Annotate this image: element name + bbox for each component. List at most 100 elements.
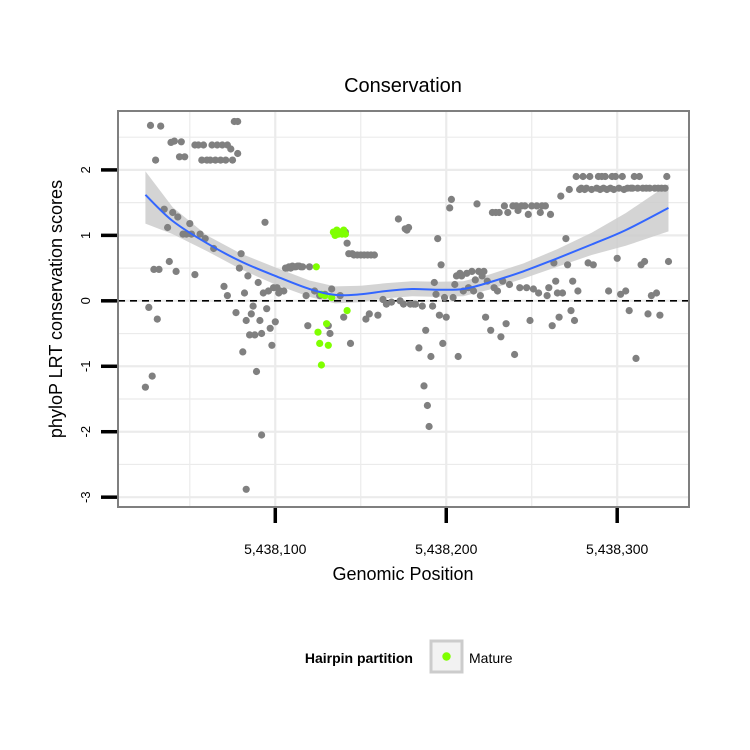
data-point — [630, 172, 638, 181]
data-point — [254, 278, 262, 287]
plot-panel — [117, 110, 690, 508]
data-point — [155, 265, 163, 273]
data-point — [435, 311, 443, 319]
data-point — [169, 208, 177, 217]
confidence-band — [145, 171, 669, 304]
data-point — [548, 322, 556, 330]
data-point — [439, 339, 447, 347]
data-point — [227, 145, 235, 153]
data-point — [237, 250, 245, 258]
data-point — [569, 277, 577, 285]
data-point — [516, 284, 524, 292]
data-point — [635, 172, 644, 181]
data-point — [423, 401, 431, 410]
mature-data-point — [314, 328, 322, 336]
data-point — [194, 141, 202, 149]
legend-entry-mature: Mature — [469, 650, 513, 666]
data-point — [152, 156, 160, 164]
data-point — [199, 141, 208, 149]
data-point — [427, 352, 435, 361]
panel-border — [117, 110, 690, 508]
mature-data-point — [323, 320, 331, 328]
data-point — [251, 331, 259, 339]
data-point — [468, 267, 476, 275]
data-point — [586, 172, 594, 181]
data-point — [493, 287, 502, 295]
data-point — [611, 172, 620, 181]
data-point — [302, 292, 310, 300]
data-point — [415, 344, 423, 352]
data-point — [546, 210, 555, 218]
data-point — [177, 138, 185, 146]
data-point — [646, 184, 654, 192]
data-point — [181, 153, 189, 161]
data-point — [218, 141, 226, 149]
data-point — [664, 257, 673, 266]
data-point — [235, 264, 243, 272]
data-point — [567, 307, 575, 315]
data-point — [157, 122, 165, 130]
y-tick-label: -3 — [78, 491, 93, 503]
y-tick-label: -2 — [78, 426, 93, 438]
data-point — [242, 485, 250, 493]
data-point — [641, 257, 649, 266]
x-tick-label: 5,438,200 — [415, 541, 477, 557]
data-point — [601, 172, 609, 181]
data-point — [244, 272, 252, 280]
panel-background — [118, 111, 689, 507]
data-point — [562, 235, 570, 243]
data-point — [440, 293, 449, 302]
data-point — [449, 293, 457, 302]
data-point — [146, 121, 155, 129]
data-point — [552, 277, 560, 285]
data-point — [526, 316, 534, 325]
y-tick-label: 0 — [78, 297, 93, 304]
data-point — [246, 331, 254, 339]
data-point — [261, 218, 269, 226]
data-point — [487, 326, 495, 334]
data-point — [175, 153, 184, 161]
data-point — [271, 318, 279, 326]
data-point — [502, 320, 510, 328]
data-point — [446, 204, 454, 212]
data-point — [411, 300, 420, 308]
data-point — [480, 267, 488, 275]
x-axis: 5,438,100 5,438,200 5,438,300 — [244, 508, 649, 557]
y-tick-label: 1 — [78, 232, 93, 239]
data-point — [505, 280, 514, 289]
data-point — [625, 307, 633, 315]
data-point — [217, 156, 225, 164]
data-point — [471, 276, 479, 284]
data-point — [524, 210, 532, 218]
chart-title: Conservation — [344, 75, 462, 97]
data-point — [579, 172, 587, 181]
data-point — [613, 254, 621, 262]
mature-data-point — [317, 361, 325, 369]
data-point — [473, 200, 481, 208]
data-point — [148, 372, 156, 380]
data-point — [340, 313, 348, 321]
data-point — [242, 316, 250, 325]
data-point — [470, 287, 478, 295]
data-point — [572, 172, 580, 181]
data-point — [186, 220, 194, 228]
smooth-curve — [144, 194, 669, 297]
data-point — [228, 156, 237, 164]
data-point — [605, 287, 613, 295]
data-point — [258, 329, 266, 338]
data-point — [432, 290, 440, 298]
y-tick-label: 2 — [78, 166, 93, 173]
data-point — [305, 263, 314, 271]
data-point — [234, 117, 242, 126]
data-point — [497, 333, 505, 341]
smooth-line — [144, 194, 669, 297]
data-point — [208, 141, 216, 149]
data-point — [523, 284, 531, 292]
data-point — [430, 278, 438, 287]
data-point — [234, 149, 242, 158]
data-point — [558, 289, 567, 297]
y-tick-label: -1 — [78, 361, 93, 373]
data-point — [634, 184, 642, 192]
x-tick-label: 5,438,300 — [586, 541, 648, 557]
